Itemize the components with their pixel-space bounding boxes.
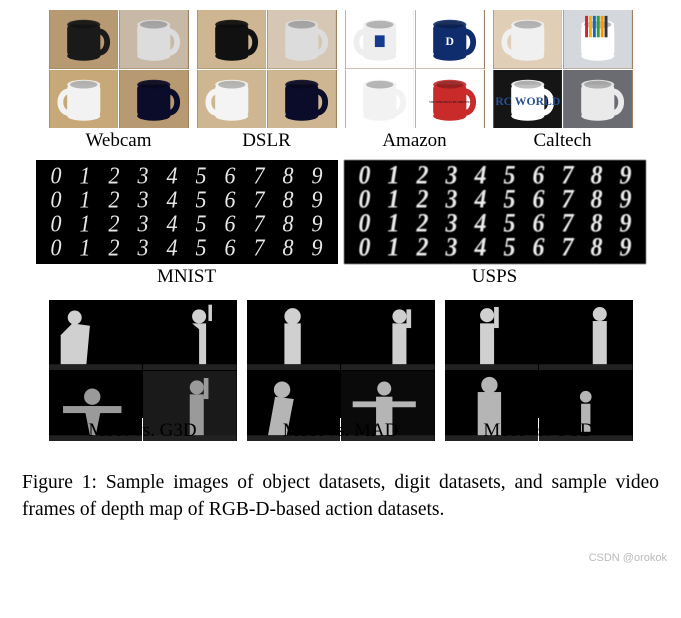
webcam-grid [49, 10, 189, 128]
usps-block: 0123456789012345678901234567890123456789… [344, 160, 646, 288]
depth-frame [539, 300, 633, 370]
dslr-grid [197, 10, 337, 128]
digit-row: 0123456789 [350, 235, 640, 261]
digit-row: 0123456789 [42, 235, 332, 261]
digit-glyph: 2 [100, 235, 129, 261]
mug-thumbnail [563, 10, 633, 69]
digit-glyph: 5 [495, 235, 524, 261]
digit-glyph: 8 [582, 235, 611, 261]
mnist-block: 0123456789012345678901234567890123456789… [36, 160, 338, 288]
svg-text:SHE WHO MUST BE OBEYED: SHE WHO MUST BE OBEYED [429, 100, 471, 104]
digit-glyph: 9 [611, 235, 640, 261]
action-pair: MSR vs. MAD [247, 300, 435, 442]
depth-frame [341, 300, 435, 370]
action-pair: MSR vs. UTD [445, 300, 633, 442]
mnist-grid: 0123456789012345678901234567890123456789 [36, 160, 338, 264]
watermark: CSDN @orokok [589, 552, 667, 564]
digit-glyph: 5 [187, 235, 216, 261]
digit-glyph: 4 [466, 235, 495, 261]
amazon-grid: D SHE WHO MUST BE OBEYED [345, 10, 485, 128]
mug-thumbnail [267, 10, 337, 69]
digit-glyph: 3 [129, 235, 158, 261]
caltech-label: Caltech [533, 130, 591, 152]
caltech-group: RC WORLD Caltech [493, 10, 633, 152]
digit-glyph: 1 [379, 235, 408, 261]
dslr-label: DSLR [242, 130, 291, 152]
digit-glyph: 2 [408, 235, 437, 261]
object-datasets-row: Webcam DSLR [10, 10, 671, 152]
caltech-grid: RC WORLD [493, 10, 633, 128]
caption-text: Sample images of object datasets, digit … [22, 472, 659, 520]
mug-thumbnail [267, 70, 337, 129]
mnist-label: MNIST [157, 266, 216, 288]
action-grid [49, 300, 237, 418]
digit-glyph: 8 [274, 235, 303, 261]
digit-glyph: 6 [216, 235, 245, 261]
caption-prefix: Figure 1: [22, 472, 97, 493]
digit-glyph: 3 [437, 235, 466, 261]
webcam-label: Webcam [86, 130, 152, 152]
mug-thumbnail [563, 70, 633, 129]
action-grid [445, 300, 633, 418]
svg-text:RC WORLD: RC WORLD [495, 95, 560, 108]
mug-thumbnail [197, 70, 267, 129]
mug-thumbnail [119, 70, 189, 129]
mug-thumbnail: RC WORLD [493, 70, 563, 129]
digit-glyph: 7 [553, 235, 582, 261]
digit-glyph: 6 [524, 235, 553, 261]
mug-thumbnail [49, 10, 119, 69]
action-pair-label: MSR vs. MAD [283, 420, 399, 442]
action-pair-label: MSR vs. G3D [88, 420, 196, 442]
mug-thumbnail [197, 10, 267, 69]
figure-caption: Figure 1: Sample images of object datase… [10, 470, 671, 524]
mug-thumbnail: SHE WHO MUST BE OBEYED [415, 70, 485, 129]
amazon-group: D SHE WHO MUST BE OBEYED Amazon [345, 10, 485, 152]
action-pair-label: MSR vs. UTD [483, 420, 593, 442]
depth-frame [247, 300, 341, 370]
digit-glyph: 1 [71, 235, 100, 261]
mug-thumbnail [49, 70, 119, 129]
amazon-label: Amazon [382, 130, 446, 152]
svg-text:D: D [446, 35, 454, 48]
dslr-group: DSLR [197, 10, 337, 152]
mug-thumbnail: D [415, 10, 485, 69]
digit-datasets-row: 0123456789012345678901234567890123456789… [10, 160, 671, 288]
figure-1: Webcam DSLR [10, 10, 671, 524]
digit-glyph: 9 [303, 235, 332, 261]
mug-thumbnail [493, 10, 563, 69]
depth-frame [49, 300, 143, 370]
digit-glyph: 7 [245, 235, 274, 261]
webcam-group: Webcam [49, 10, 189, 152]
action-grid [247, 300, 435, 418]
digit-glyph: 0 [350, 235, 379, 261]
mug-thumbnail [119, 10, 189, 69]
mug-thumbnail [345, 70, 415, 129]
usps-grid: 0123456789012345678901234567890123456789 [344, 160, 646, 264]
depth-frame [445, 300, 539, 370]
usps-label: USPS [472, 266, 517, 288]
digit-glyph: 4 [158, 235, 187, 261]
digit-glyph: 0 [42, 235, 71, 261]
depth-frame [143, 300, 237, 370]
action-datasets-row: MSR vs. G3D MSR vs. MAD MSR vs. UTD [10, 300, 671, 442]
mug-thumbnail [345, 10, 415, 69]
action-pair: MSR vs. G3D [49, 300, 237, 442]
